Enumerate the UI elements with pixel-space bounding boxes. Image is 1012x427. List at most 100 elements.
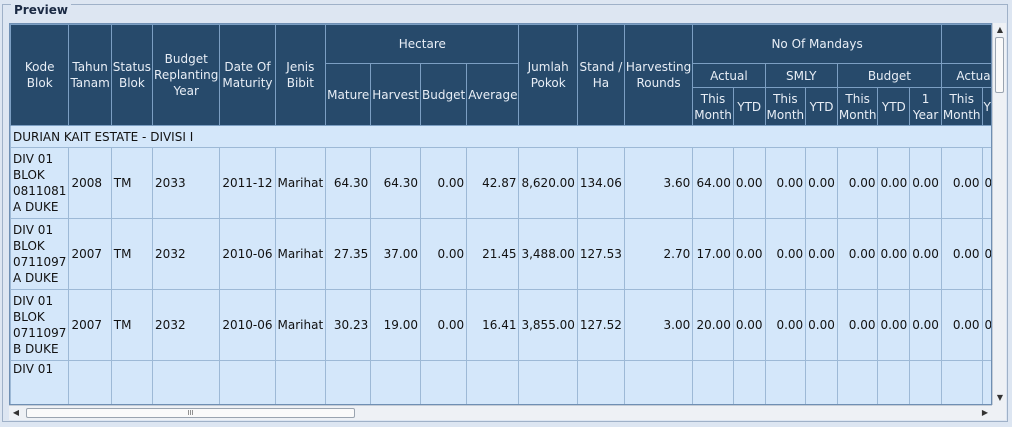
col-header-average[interactable]: Average [466, 63, 520, 126]
cell-jenis-bibit: Marihat [274, 147, 327, 219]
cell-jenis-bibit: Marihat [274, 218, 327, 290]
cell-smly-ytd: 0.00 [805, 147, 838, 219]
cell-jumlah-pokok: 8,620.00 [518, 147, 578, 219]
col-header-actual2-ytd[interactable]: YTD [981, 87, 991, 126]
cell-harvesting-rounds: 3.00 [623, 289, 694, 361]
cell-kode-blok: DIV 01 [10, 360, 70, 404]
down-arrow-icon[interactable]: ▼ [996, 393, 1004, 402]
cell-jumlah-pokok: 3,488.00 [518, 218, 578, 290]
scrollbar-corner [992, 405, 1006, 420]
cell-budget-this-month: 0.00 [836, 147, 879, 219]
cell-status-blok: TM [110, 218, 154, 290]
cell-actual-ytd: 0.00 [732, 147, 766, 219]
cell-average: 16.41 [466, 289, 520, 361]
col-header-budget-1-year[interactable]: 1 Year [909, 87, 942, 126]
table-row[interactable]: DIV 01 BLOK 0711097 A DUKE 2007 TM 2032 … [10, 218, 991, 290]
col-header-harvest[interactable]: Harvest [370, 63, 422, 126]
cell-budget-this-month: 0.00 [836, 218, 879, 290]
cell-actual2-ytd: 0.0 [981, 147, 991, 219]
grid-table: Kode Blok Tahun Tanam Status Blok Budget… [10, 24, 991, 404]
col-header-mature[interactable]: Mature [325, 63, 372, 126]
vertical-scroll-thumb[interactable] [995, 37, 1004, 93]
left-arrow-icon[interactable]: ◀ [12, 408, 20, 417]
table-row[interactable]: DIV 01 BLOK 0711097 B DUKE 2007 TM 2032 … [10, 289, 991, 361]
cell-kode-blok: DIV 01 BLOK 0811081 A DUKE [10, 147, 70, 219]
col-group-next-partial: Y [940, 24, 991, 64]
cell-date-of-maturity: 2010-06 [219, 289, 276, 361]
cell-harvest: 19.00 [370, 289, 422, 361]
cell-actual2-ytd: 0.0 [981, 218, 991, 290]
cell-harvesting-rounds: 2.70 [623, 218, 694, 290]
col-header-budget-replanting-year[interactable]: Budget Replanting Year [152, 24, 221, 126]
col-header-tahun-tanam[interactable]: Tahun Tanam [68, 24, 112, 126]
cell-actual2-ytd: 0.0 [981, 289, 991, 361]
cell-harvest: 64.30 [370, 147, 422, 219]
col-group-no-of-mandays: No Of Mandays [692, 24, 942, 64]
vertical-scrollbar[interactable]: ▲ ▼ [992, 23, 1006, 405]
cell-mature: 64.30 [325, 147, 372, 219]
cell-budget: 0.00 [420, 218, 468, 290]
col-subgroup-budget: Budget [836, 63, 942, 88]
cell-replanting-year: 2033 [152, 147, 221, 219]
grip-icon: III [187, 409, 194, 417]
cell-stand-ha: 127.53 [576, 218, 625, 290]
cell-budget-this-month: 0.00 [836, 289, 879, 361]
col-header-stand-ha[interactable]: Stand / Ha [576, 24, 625, 126]
cell-budget-1-year: 0.00 [909, 147, 942, 219]
cell-kode-blok: DIV 01 BLOK 0711097 B DUKE [10, 289, 70, 361]
col-header-date-of-maturity[interactable]: Date Of Maturity [219, 24, 276, 126]
cell-actual-this-month: 64.00 [692, 147, 734, 219]
cell-actual-ytd: 0.00 [732, 289, 766, 361]
col-header-jumlah-pokok[interactable]: Jumlah Pokok [518, 24, 578, 126]
col-header-actual-this-month[interactable]: This Month [692, 87, 734, 126]
cell-mature: 30.23 [325, 289, 372, 361]
cell-date-of-maturity: 2010-06 [219, 218, 276, 290]
horizontal-scrollbar[interactable]: ◀ III ▶ [9, 405, 992, 420]
col-header-actual2-this-month[interactable]: This Month [940, 87, 983, 126]
cell-average: 21.45 [466, 218, 520, 290]
group-row-label: DURIAN KAIT ESTATE - DIVISI I [10, 125, 991, 148]
cell-budget: 0.00 [420, 289, 468, 361]
cell-actual-this-month: 20.00 [692, 289, 734, 361]
col-subgroup-smly: SMLY [764, 63, 838, 88]
table-row[interactable]: DIV 01 BLOK 0811081 A DUKE 2008 TM 2033 … [10, 147, 991, 219]
cell-budget-1-year: 0.00 [909, 289, 942, 361]
col-header-smly-this-month[interactable]: This Month [764, 87, 807, 126]
cell-average: 42.87 [466, 147, 520, 219]
col-header-actual-ytd[interactable]: YTD [732, 87, 766, 126]
cell-date-of-maturity: 2011-12 [219, 147, 276, 219]
col-header-kode-blok[interactable]: Kode Blok [10, 24, 70, 126]
cell-budget-ytd: 0.00 [877, 147, 911, 219]
cell-harvesting-rounds: 3.60 [623, 147, 694, 219]
col-header-jenis-bibit[interactable]: Jenis Bibit [274, 24, 327, 126]
horizontal-scroll-thumb[interactable]: III [26, 408, 355, 418]
col-subgroup-actual-2: Actual [940, 63, 991, 88]
cell-smly-ytd: 0.00 [805, 289, 838, 361]
cell-kode-blok: DIV 01 BLOK 0711097 A DUKE [10, 218, 70, 290]
up-arrow-icon[interactable]: ▲ [996, 25, 1004, 34]
panel-title: Preview [11, 3, 72, 17]
col-header-budget-ytd[interactable]: YTD [877, 87, 911, 126]
cell-stand-ha: 127.52 [576, 289, 625, 361]
cell-smly-this-month: 0.00 [764, 218, 807, 290]
cell-jumlah-pokok: 3,855.00 [518, 289, 578, 361]
col-group-hectare: Hectare [325, 24, 520, 64]
cell-budget-ytd: 0.00 [877, 289, 911, 361]
table-row[interactable]: DIV 01 [10, 360, 991, 404]
col-subgroup-actual: Actual [692, 63, 766, 88]
col-header-budget[interactable]: Budget [420, 63, 468, 126]
cell-stand-ha: 134.06 [576, 147, 625, 219]
cell-actual-ytd: 0.00 [732, 218, 766, 290]
cell-replanting-year: 2032 [152, 289, 221, 361]
col-header-harvesting-rounds[interactable]: Harvesting Rounds [623, 24, 694, 126]
cell-tahun-tanam: 2008 [68, 147, 112, 219]
col-header-smly-ytd[interactable]: YTD [805, 87, 838, 126]
cell-budget-1-year: 0.00 [909, 218, 942, 290]
cell-actual2-this-month: 0.00 [940, 147, 983, 219]
preview-panel: Preview [2, 3, 1008, 422]
col-header-status-blok[interactable]: Status Blok [110, 24, 154, 126]
cell-actual2-this-month: 0.00 [940, 289, 983, 361]
col-header-budget-this-month[interactable]: This Month [836, 87, 879, 126]
right-arrow-icon[interactable]: ▶ [981, 408, 989, 417]
cell-smly-this-month: 0.00 [764, 147, 807, 219]
